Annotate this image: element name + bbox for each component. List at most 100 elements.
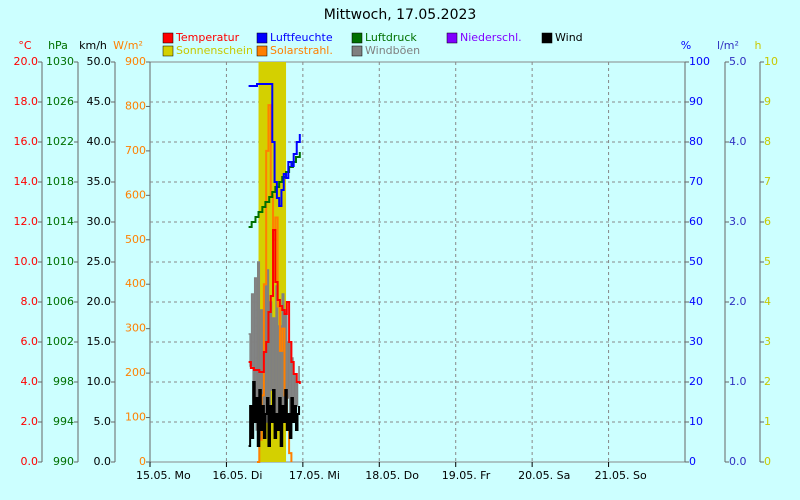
y-tick-label: 60	[689, 215, 703, 228]
y-tick-label: 45.0	[87, 95, 112, 108]
legend-label: Niederschl.	[460, 31, 522, 44]
y-tick-label: 0.0	[21, 455, 39, 468]
y-tick-label: 900	[125, 55, 146, 68]
y-tick-label: 50.0	[87, 55, 112, 68]
y-tick-label: 40.0	[87, 135, 112, 148]
y-tick-label: 1002	[46, 335, 74, 348]
legend-swatch	[162, 32, 174, 44]
y-tick-label: 20.0	[14, 55, 39, 68]
y-tick-label: 1010	[46, 255, 74, 268]
axis-unit: km/h	[79, 39, 107, 52]
y-tick-label: 20.0	[87, 295, 112, 308]
legend-swatch	[256, 32, 268, 44]
y-tick-label: 10	[689, 415, 703, 428]
y-tick-label: 9	[764, 95, 771, 108]
y-tick-label: 100	[125, 411, 146, 424]
x-tick-label: 21.05. So	[595, 469, 647, 482]
legend-label: Windböen	[365, 44, 420, 57]
axis-unit: h	[755, 39, 762, 52]
y-tick-label: 40	[689, 295, 703, 308]
y-tick-label: 14.0	[14, 175, 39, 188]
x-tick-label: 15.05. Mo	[136, 469, 191, 482]
y-tick-label: 35.0	[87, 175, 112, 188]
legend-swatch	[351, 45, 363, 57]
y-tick-label: 200	[125, 366, 146, 379]
y-tick-label: 100	[689, 55, 710, 68]
y-tick-label: 3	[764, 335, 771, 348]
y-tick-label: 6	[764, 215, 771, 228]
y-tick-label: 70	[689, 175, 703, 188]
chart-title: Mittwoch, 17.05.2023	[324, 7, 477, 23]
y-tick-label: 10.0	[87, 375, 112, 388]
y-tick-label: 6.0	[21, 335, 39, 348]
y-tick-label: 10	[764, 55, 778, 68]
y-tick-label: 10.0	[14, 255, 39, 268]
legend-label: Wind	[555, 31, 583, 44]
y-tick-label: 994	[53, 415, 74, 428]
legend-swatch	[162, 45, 174, 57]
y-tick-label: 25.0	[87, 255, 112, 268]
legend-swatch	[541, 32, 553, 44]
x-tick-label: 20.05. Sa	[518, 469, 570, 482]
y-tick-label: 4	[764, 295, 771, 308]
y-tick-label: 0.0	[94, 455, 112, 468]
legend-label: Sonnenschein	[176, 44, 253, 57]
x-tick-label: 16.05. Di	[212, 469, 262, 482]
y-tick-label: 30.0	[87, 215, 112, 228]
legend-label: Temperatur	[175, 31, 240, 44]
series-line	[248, 229, 301, 384]
axis-unit: l/m²	[717, 39, 739, 52]
y-tick-label: 8.0	[21, 295, 39, 308]
axis-unit: %	[681, 39, 691, 52]
y-tick-label: 1030	[46, 55, 74, 68]
y-tick-label: 4.0	[21, 375, 39, 388]
y-tick-label: 500	[125, 233, 146, 246]
axis-unit: °C	[18, 39, 32, 52]
y-tick-label: 1006	[46, 295, 74, 308]
x-tick-label: 17.05. Mi	[289, 469, 340, 482]
y-tick-label: 5	[764, 255, 771, 268]
y-tick-label: 0.0	[729, 455, 747, 468]
x-tick-label: 19.05. Fr	[442, 469, 491, 482]
legend-swatch	[256, 45, 268, 57]
y-tick-label: 4.0	[729, 135, 747, 148]
legend-label: Luftdruck	[365, 31, 417, 44]
y-tick-label: 80	[689, 135, 703, 148]
series-line	[248, 381, 301, 447]
x-tick-label: 18.05. Do	[365, 469, 419, 482]
axis-unit: W/m²	[113, 39, 143, 52]
y-tick-label: 8	[764, 135, 771, 148]
y-tick-label: 12.0	[14, 215, 39, 228]
y-tick-label: 18.0	[14, 95, 39, 108]
y-tick-label: 2.0	[729, 295, 747, 308]
y-tick-label: 0	[764, 455, 771, 468]
y-tick-label: 1018	[46, 175, 74, 188]
y-tick-label: 7	[764, 175, 771, 188]
y-tick-label: 0	[689, 455, 696, 468]
y-tick-label: 20	[689, 375, 703, 388]
legend-label: Solarstrahl.	[270, 44, 333, 57]
y-tick-label: 5.0	[729, 55, 747, 68]
y-tick-label: 15.0	[87, 335, 112, 348]
y-tick-label: 998	[53, 375, 74, 388]
y-tick-label: 3.0	[729, 215, 747, 228]
y-tick-label: 1022	[46, 135, 74, 148]
series-line	[248, 83, 301, 207]
y-tick-label: 700	[125, 144, 146, 157]
y-tick-label: 600	[125, 188, 146, 201]
legend-swatch	[446, 32, 458, 44]
y-tick-label: 1026	[46, 95, 74, 108]
y-tick-label: 5.0	[94, 415, 112, 428]
y-tick-label: 90	[689, 95, 703, 108]
y-tick-label: 800	[125, 99, 146, 112]
y-tick-label: 50	[689, 255, 703, 268]
y-tick-label: 2	[764, 375, 771, 388]
y-tick-label: 1.0	[729, 375, 747, 388]
y-tick-label: 1014	[46, 215, 74, 228]
axis-unit: hPa	[48, 39, 68, 52]
y-tick-label: 16.0	[14, 135, 39, 148]
y-tick-label: 0	[139, 455, 146, 468]
legend-swatch	[351, 32, 363, 44]
y-tick-label: 30	[689, 335, 703, 348]
